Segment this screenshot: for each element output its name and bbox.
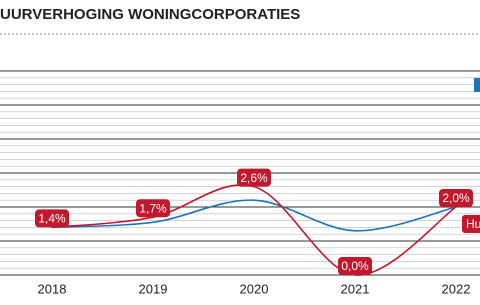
x-tick-label: 2021	[341, 281, 370, 296]
legend-swatch	[474, 78, 480, 92]
x-tick-label: 2019	[139, 281, 168, 296]
x-tick-label: 2020	[240, 281, 269, 296]
legend-label: Hu	[466, 217, 480, 231]
data-label-box	[136, 199, 170, 218]
x-tick-label: 2022	[442, 281, 471, 296]
x-tick-label: 2018	[38, 281, 67, 296]
series-line	[51, 199, 457, 232]
data-label: 1,4%	[38, 212, 66, 226]
data-label-box	[338, 257, 372, 275]
data-label: 1,7%	[139, 201, 167, 215]
data-label-box	[439, 189, 473, 207]
data-label-box	[35, 209, 69, 228]
chart-title: UURVERHOGING WONINGCORPORATIES	[0, 6, 300, 23]
data-label: 2,0%	[442, 191, 470, 205]
data-label: 2,6%	[240, 171, 268, 185]
data-label-box	[237, 168, 271, 187]
legend-box	[462, 215, 480, 233]
series-line	[51, 184, 457, 276]
data-label: 0,0%	[341, 259, 369, 273]
